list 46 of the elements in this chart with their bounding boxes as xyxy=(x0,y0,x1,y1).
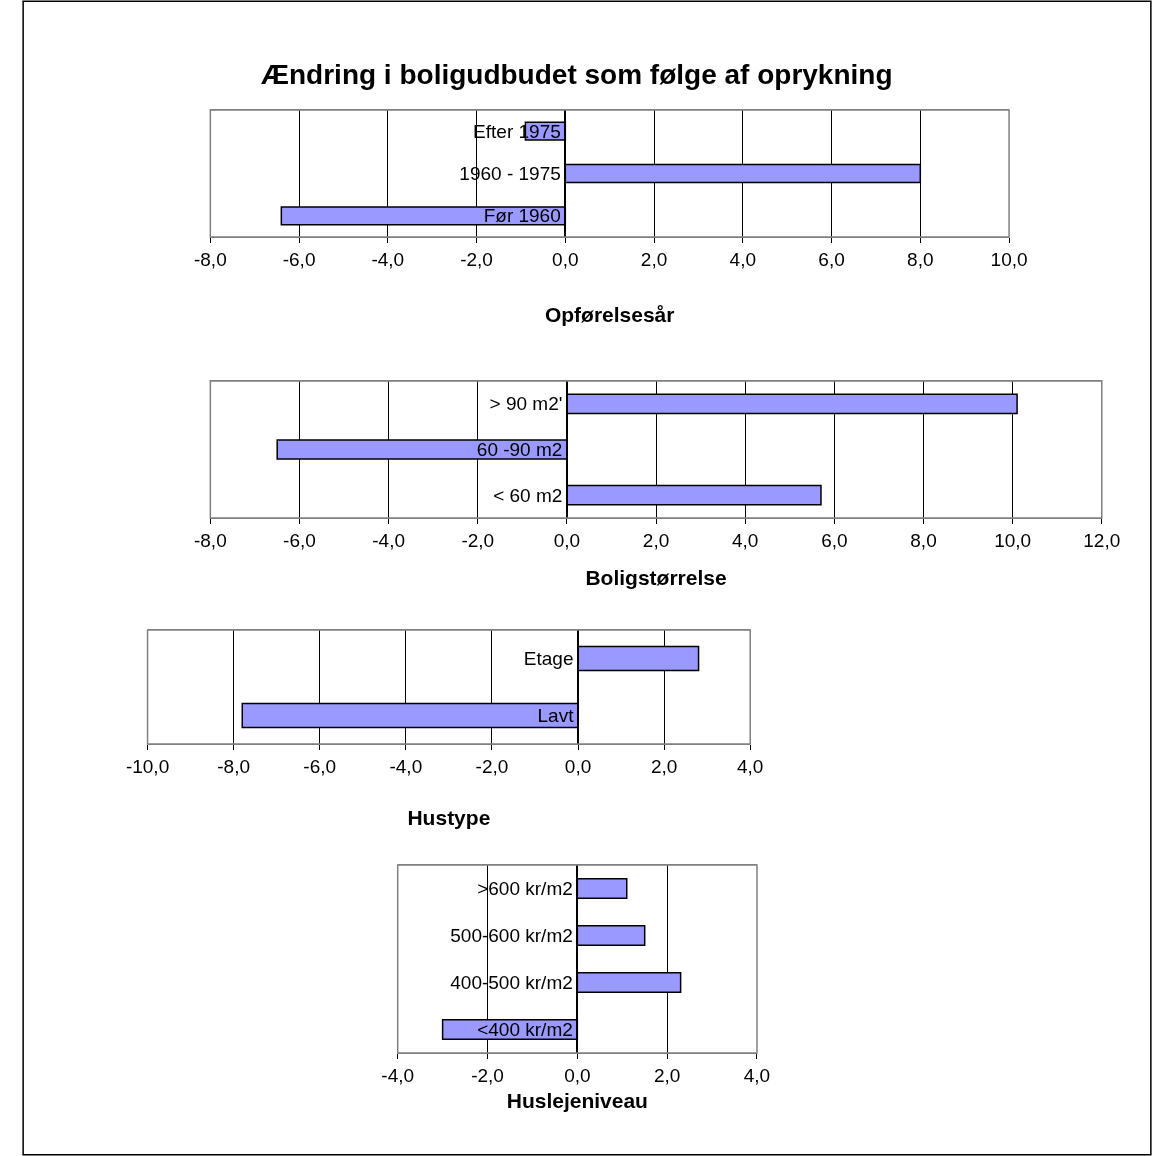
x-tick-label: 2,0 xyxy=(640,248,668,270)
y-tick-label: Lavt xyxy=(537,705,575,727)
y-tick-label: Etage xyxy=(523,648,574,670)
x-axis-title: Opførelsesår xyxy=(544,303,675,326)
x-tick-label: -2,0 xyxy=(460,248,493,270)
y-tick-label: > 90 m2' xyxy=(489,393,563,415)
x-tick-label: 2,0 xyxy=(653,1064,681,1086)
x-tick-label: 8,0 xyxy=(907,248,934,270)
y-tick-label: Før 1960 xyxy=(483,205,561,227)
x-tick-label: -2,0 xyxy=(475,755,509,777)
x-tick-label: 4,0 xyxy=(743,1064,771,1086)
x-tick-label: 6,0 xyxy=(818,248,845,270)
x-axis-title: Huslejeniveau xyxy=(506,1089,648,1112)
x-tick-label: 8,0 xyxy=(910,529,937,551)
x-tick-label: 0,0 xyxy=(552,248,579,270)
x-tick-label: -8,0 xyxy=(193,529,227,551)
y-tick-label: < 60 m2 xyxy=(493,484,563,506)
chart-title: Ændring i boligudbudet som følge af oprykning xyxy=(261,59,893,90)
x-tick-label: 6,0 xyxy=(821,529,848,551)
x-tick-label: -8,0 xyxy=(193,248,227,270)
x-tick-label: -6,0 xyxy=(283,529,316,551)
x-tick-label: -6,0 xyxy=(282,248,316,270)
x-tick-label: 10,0 xyxy=(990,248,1028,270)
x-tick-label: 0,0 xyxy=(564,1064,591,1086)
x-tick-label: 4,0 xyxy=(737,755,764,777)
x-tick-label: 2,0 xyxy=(650,755,678,777)
x-tick-label: -2,0 xyxy=(471,1064,504,1086)
x-axis-title: Boligstørrelse xyxy=(585,566,727,589)
x-axis-title: Hustype xyxy=(407,806,491,829)
x-tick-label: 12,0 xyxy=(1083,529,1121,551)
x-tick-label: 10,0 xyxy=(994,529,1032,551)
x-tick-label: 4,0 xyxy=(731,529,759,551)
x-tick-label: 0,0 xyxy=(553,529,581,551)
x-tick-label: -4,0 xyxy=(381,1064,415,1086)
y-tick-label: <400 kr/m2 xyxy=(477,1019,573,1041)
x-tick-label: -2,0 xyxy=(461,529,495,551)
x-tick-label: -4,0 xyxy=(371,248,405,270)
x-tick-label: 0,0 xyxy=(564,755,592,777)
x-tick-label: -8,0 xyxy=(217,755,251,777)
x-tick-label: -4,0 xyxy=(389,755,423,777)
x-tick-label: -4,0 xyxy=(372,529,405,551)
x-tick-label: 2,0 xyxy=(642,529,670,551)
x-tick-label: -10,0 xyxy=(125,755,170,777)
x-tick-label: 4,0 xyxy=(729,248,757,270)
y-tick-label: 60 -90 m2 xyxy=(476,439,563,461)
x-tick-label: -6,0 xyxy=(303,755,337,777)
